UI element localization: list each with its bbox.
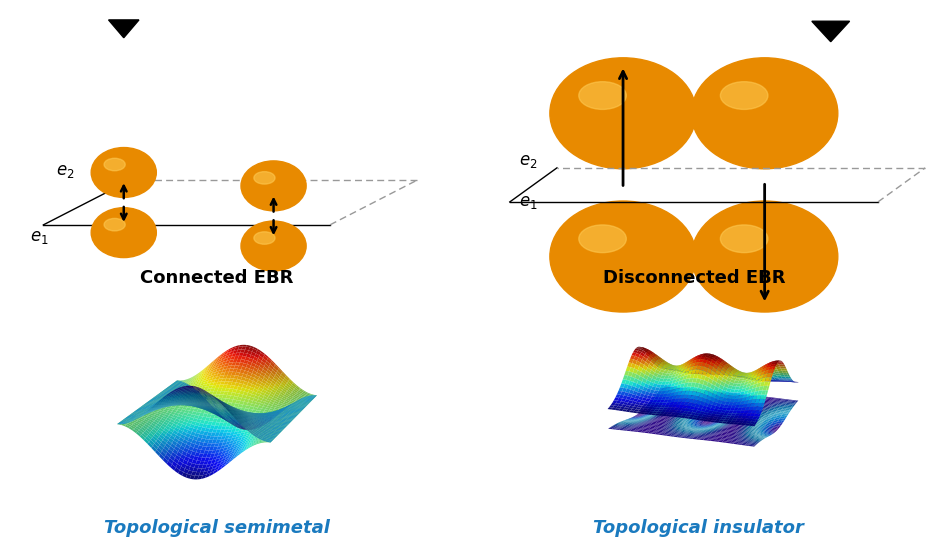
Text: $\mathbf{\mathit{e}}_1$: $\mathbf{\mathit{e}}_1$ [519, 193, 538, 211]
Text: $\mathbf{\mathit{e}}_1$: $\mathbf{\mathit{e}}_1$ [29, 228, 48, 246]
Ellipse shape [92, 147, 157, 197]
Polygon shape [812, 21, 850, 42]
Ellipse shape [104, 158, 126, 170]
Text: Connected EBR: Connected EBR [141, 269, 294, 287]
Text: $\mathbf{\mathit{e}}_2$: $\mathbf{\mathit{e}}_2$ [519, 152, 538, 170]
Ellipse shape [92, 208, 157, 257]
Ellipse shape [691, 58, 838, 169]
Ellipse shape [254, 172, 275, 184]
Text: Topological semimetal: Topological semimetal [104, 519, 330, 537]
Ellipse shape [691, 201, 838, 312]
Ellipse shape [579, 225, 626, 252]
Ellipse shape [254, 232, 275, 244]
Ellipse shape [579, 81, 626, 109]
Ellipse shape [241, 161, 306, 211]
Ellipse shape [549, 58, 696, 169]
Ellipse shape [241, 221, 306, 271]
Text: Disconnected EBR: Disconnected EBR [602, 269, 785, 287]
Polygon shape [109, 20, 139, 38]
Ellipse shape [720, 81, 767, 109]
Ellipse shape [104, 218, 126, 231]
Ellipse shape [549, 201, 696, 312]
Ellipse shape [720, 225, 767, 252]
Text: $\mathbf{\mathit{e}}_2$: $\mathbf{\mathit{e}}_2$ [56, 162, 75, 180]
Text: Topological insulator: Topological insulator [593, 519, 804, 537]
